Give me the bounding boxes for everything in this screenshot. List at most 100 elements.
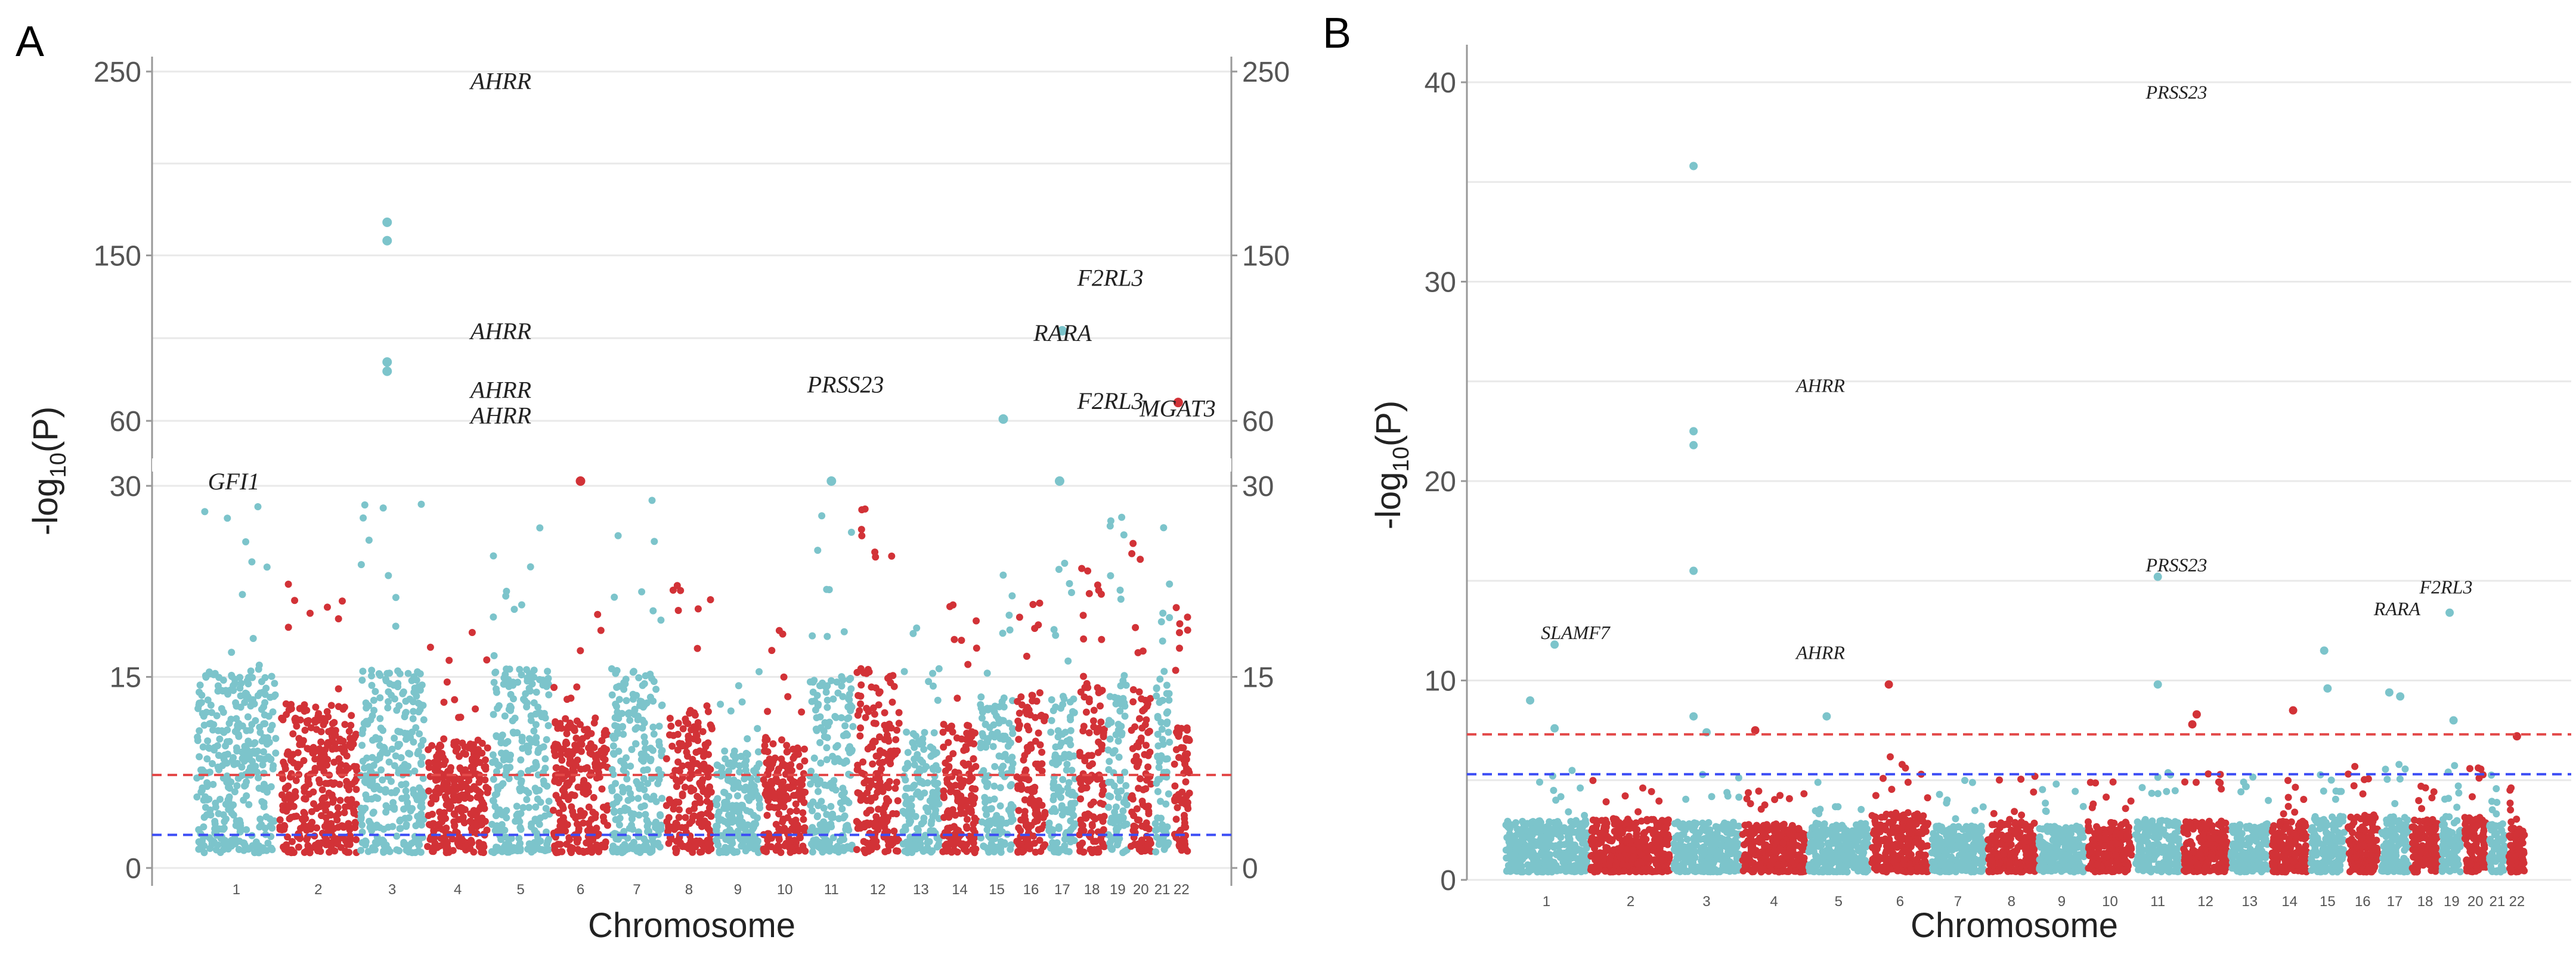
y-tick-label: 40 [1425,67,1456,99]
chromosome-7-points [608,497,666,857]
top-hit-point [2449,716,2458,725]
chromosome-18-points [2408,782,2442,876]
x-tick-label-chromosome: 12 [2197,894,2213,910]
x-tick-label-chromosome: 8 [685,882,693,898]
gene-annotation: RARA [1033,320,1092,346]
panel-b-threshold-lines [1467,733,2571,776]
chromosome-14-points [2268,777,2311,876]
x-tick-label-chromosome: 11 [824,882,839,898]
chromosome-17-points [1045,559,1079,856]
x-tick-label-chromosome: 15 [2320,894,2336,910]
top-hit-point [1689,427,1698,436]
x-tick-label-chromosome: 1 [1543,894,1550,910]
y-tick-label-left: 15 [110,662,141,694]
gene-annotation: AHRR [469,318,531,345]
chromosome-15-points [2307,771,2348,876]
top-hit-point [2289,706,2298,715]
y-tick-label-right: 250 [1242,57,1290,88]
gene-annotation: F2RL3 [2419,576,2473,597]
chromosome-2-points [276,581,361,857]
x-tick-label-chromosome: 17 [1054,882,1070,898]
x-tick-label-chromosome: 20 [1133,882,1149,898]
top-hit-point [2445,608,2454,617]
x-tick-label-chromosome: 4 [454,882,462,898]
y-tick-label: 20 [1425,466,1456,498]
gene-annotation: AHRR [1795,642,1845,663]
y-tick-label-right: 30 [1242,471,1274,503]
chromosome-9-points [2035,780,2088,876]
x-tick-label-chromosome: 10 [2102,894,2118,910]
top-hit-point [1057,325,1067,336]
x-tick-label-chromosome: 7 [1954,894,1962,910]
chromosome-17-points [2378,761,2412,876]
x-tick-label-chromosome: 2 [1627,894,1634,910]
x-tick-label-chromosome: 14 [952,882,968,898]
gene-annotation: F2RL3 [1076,387,1143,414]
gene-annotation: PRSS23 [807,371,884,398]
top-hit-point [2385,688,2394,697]
x-tick-label-chromosome: 14 [2281,894,2298,910]
chromosome-20-points [1127,539,1155,855]
chromosome-4-points [1739,787,1809,876]
gene-annotation: GFI1 [208,468,260,495]
top-hit-point [575,476,586,486]
x-tick-label-chromosome: 18 [2417,894,2433,910]
top-hit-point [1822,712,1831,721]
chromosome-7-points [1928,777,1987,876]
y-tick-label: 0 [1440,865,1456,897]
x-tick-label-chromosome: 8 [2008,894,2015,910]
y-tick-label-right: 0 [1242,853,1258,885]
gene-annotation: RARA [2373,598,2421,619]
top-hit-point [2153,680,2162,689]
chromosome-12-points [853,505,903,857]
y-tick-label-left: 150 [94,240,141,272]
top-hit-point [1173,398,1183,408]
top-hit-point [2188,720,2197,729]
x-tick-label-chromosome: 3 [388,882,396,898]
x-tick-label-chromosome: 1 [233,882,240,898]
y-tick-label-right: 60 [1242,406,1274,438]
y-tick-label-left: 250 [94,57,141,88]
x-tick-label-chromosome: 18 [1084,882,1100,898]
chromosome-6-points [1868,753,1932,876]
y-axis-title: -log10(P) [26,407,71,535]
gene-annotation: F2RL3 [1076,264,1143,291]
chromosome-16-points [2344,762,2382,876]
top-hit-point [1550,724,1559,733]
chromosome-19-points [1104,513,1131,857]
x-axis-title: Chromosome [1911,906,2118,945]
chromosome-14-points [939,601,980,857]
top-hit-point [382,217,392,227]
chromosome-8-points [1984,773,2039,876]
chromosome-1-points [193,503,280,857]
y-tick-label-left: 60 [110,406,141,438]
chromosome-21-points [2486,771,2509,876]
x-tick-label-chromosome: 16 [1023,882,1039,898]
gene-annotation: AHRR [469,377,531,404]
panel-a-threshold-lines [152,774,1231,836]
chromosome-3-points [357,500,428,857]
x-tick-label-chromosome: 21 [2490,894,2506,910]
y-tick-label: 30 [1425,267,1456,299]
x-tick-label-chromosome: 13 [913,882,929,898]
chromosome-9-points [712,668,764,857]
x-tick-label-chromosome: 6 [577,882,584,898]
chromosome-13-points [2227,773,2272,876]
x-tick-label-chromosome: 15 [989,882,1005,898]
top-hit-point [2320,646,2329,655]
top-hit-point [1884,680,1893,689]
x-tick-label-chromosome: 9 [734,882,742,898]
top-hit-point [1689,712,1698,721]
y-tick-label-left: 0 [125,853,141,885]
y-axis-title: -log10(P) [1369,401,1414,529]
x-tick-label-chromosome: 17 [2387,894,2403,910]
gene-annotation: AHRR [469,67,531,94]
chromosome-11-points [2132,769,2184,876]
top-hit-point [382,235,392,246]
y-tick-label-left: 30 [110,471,141,503]
x-tick-label-chromosome: 12 [870,882,886,898]
x-tick-label-chromosome: 20 [2467,894,2484,910]
x-tick-label-chromosome: 19 [2444,894,2460,910]
